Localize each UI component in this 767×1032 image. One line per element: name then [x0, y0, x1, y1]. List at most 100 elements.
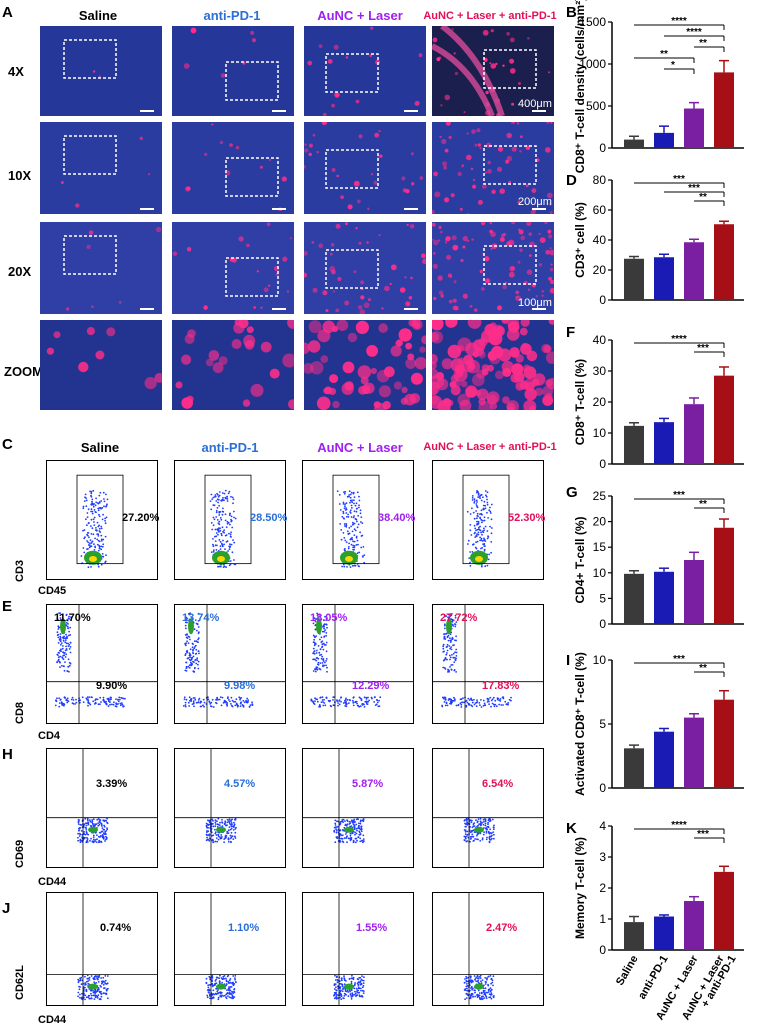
chart-b-ytick-label-3: 1500 — [579, 15, 606, 29]
panel-label-e: E — [2, 598, 13, 615]
facs-c-ylabel: CD3 — [14, 559, 26, 582]
chart-g-sig-label-1: ** — [699, 499, 707, 510]
facs-h-pct-0: 3.39% — [96, 778, 128, 790]
chart-g-ytick-label-5: 25 — [593, 489, 607, 503]
facs-plot-e-1 — [174, 604, 286, 724]
chart-k-xtick-label-3-line2: + anti-PD-1 — [699, 954, 738, 1010]
panel-label-i: I — [566, 652, 571, 669]
facs-plot-e-2 — [302, 604, 414, 724]
panel-label-j: J — [2, 900, 11, 917]
micrograph-1-2 — [304, 122, 426, 214]
chart-k-sig-label-1: *** — [697, 829, 709, 840]
chart-d-sig-label-2: ** — [699, 192, 707, 203]
chart-f-bar-0 — [624, 425, 644, 464]
panel-label-k: K — [566, 820, 577, 837]
facs-e-upper-pct-1: 13.74% — [182, 612, 220, 624]
c-group-title-aunc-laser: AuNC + Laser — [317, 440, 403, 455]
facs-c-pct-3: 52.30% — [508, 512, 546, 524]
a-group-title-aunc-laser: AuNC + Laser — [317, 8, 403, 23]
chart-b-ytick-label-0: 0 — [599, 141, 606, 155]
micrograph-1-3 — [432, 122, 554, 214]
chart-d-bar-2 — [684, 242, 704, 300]
facs-plot-e-3 — [432, 604, 544, 724]
chart-g-ytick-label-3: 15 — [593, 540, 607, 554]
chart-k-ytick-label-4: 4 — [599, 819, 606, 833]
chart-f-bar-1 — [654, 422, 674, 464]
chart-b-sig-label-4: * — [671, 60, 675, 71]
facs-h-pct-1: 4.57% — [224, 778, 256, 790]
chart-g-ytick-label-0: 0 — [599, 617, 606, 631]
facs-e-lower-pct-0: 9.90% — [96, 680, 128, 692]
facs-j-pct-0: 0.74% — [100, 922, 132, 934]
facs-plot-h-2 — [302, 748, 414, 868]
micrograph-2-3 — [432, 222, 554, 314]
chart-k-ylabel: Memory T-cell (%) — [573, 837, 587, 939]
micrograph-2-0 — [40, 222, 162, 314]
chart-f-sig-label-0: **** — [671, 334, 687, 345]
chart-d-sig-label-0: *** — [673, 174, 685, 185]
chart-k-ytick-label-0: 0 — [599, 943, 606, 957]
facs-h-pct-2: 5.87% — [352, 778, 384, 790]
chart-k-bar-3 — [714, 871, 734, 950]
chart-i-bar-0 — [624, 748, 644, 788]
micrograph-2-2 — [304, 222, 426, 314]
facs-j-xlabel: CD44 — [38, 1014, 67, 1026]
facs-e-xlabel: CD4 — [38, 730, 61, 742]
chart-g-ylabel: CD4+ T-cell (%) — [573, 516, 587, 603]
chart-g-ytick-label-4: 20 — [593, 515, 607, 529]
chart-g-bar-0 — [624, 573, 644, 624]
chart-b-sig-label-3: ** — [660, 49, 668, 60]
facs-c-pct-2: 38.40% — [378, 512, 416, 524]
chart-b-bar-3 — [714, 72, 734, 148]
chart-b-sig-label-2: ** — [699, 38, 707, 49]
chart-f-bar-3 — [714, 375, 734, 464]
panel-label-d: D — [566, 172, 577, 189]
facs-plot-c-3 — [432, 460, 544, 580]
facs-plot-c-2 — [302, 460, 414, 580]
panel-label-g: G — [566, 484, 578, 501]
c-group-title-combo: AuNC + Laser + anti-PD-1 — [423, 441, 557, 453]
chart-f-sig-label-1: *** — [697, 343, 709, 354]
chart-b-ylabel: CD8⁺ T-cell density (cells/mm²) — [573, 0, 587, 173]
facs-j-pct-1: 1.10% — [228, 922, 260, 934]
micrograph-0-3 — [432, 26, 554, 116]
micrograph-0-1 — [172, 26, 294, 116]
chart-g-bar-1 — [654, 571, 674, 624]
chart-d-bar-3 — [714, 224, 734, 300]
chart-f-ytick-label-4: 40 — [593, 333, 607, 347]
a-group-title-anti-pd1: anti-PD-1 — [203, 8, 261, 23]
facs-e-upper-pct-0: 11.70% — [54, 612, 91, 624]
facs-plot-j-1 — [174, 892, 286, 1006]
chart-d-ylabel: CD3⁺ cell (%) — [573, 202, 587, 278]
chart-f-ytick-label-0: 0 — [599, 457, 606, 471]
chart-i-sig-label-0: *** — [673, 654, 685, 665]
panel-label-h: H — [2, 746, 13, 763]
chart-d-bar-1 — [654, 257, 674, 300]
chart-k-bar-1 — [654, 916, 674, 950]
micro-row-label-20x: 20X — [8, 264, 32, 279]
chart-k-bar-0 — [624, 922, 644, 950]
facs-c-pct-0: 27.20% — [122, 512, 160, 524]
chart-k-xtick-label-1: anti-PD-1 — [636, 954, 671, 1002]
facs-j-ylabel: CD62L — [14, 965, 26, 1000]
micrograph-3-1 — [172, 320, 294, 410]
facs-plot-h-0 — [46, 748, 158, 868]
facs-e-lower-pct-3: 17.83% — [482, 680, 520, 692]
chart-k-sig-label-0: **** — [671, 820, 687, 831]
chart-b-sig-label-0: **** — [671, 16, 687, 27]
chart-g-ytick-label-2: 10 — [593, 566, 607, 580]
chart-g-sig-label-0: *** — [673, 490, 685, 501]
micrograph-3-3 — [432, 320, 554, 410]
chart-f-ylabel: CD8⁺ T-cell (%) — [573, 359, 587, 445]
chart-i-bar-1 — [654, 731, 674, 788]
chart-b-ytick-label-2: 1000 — [579, 57, 606, 71]
chart-i-ytick-label-1: 5 — [599, 717, 606, 731]
micrograph-1-1 — [172, 122, 294, 214]
facs-plot-h-3 — [432, 748, 544, 868]
micrograph-0-2 — [304, 26, 426, 116]
facs-j-pct-2: 1.55% — [356, 922, 388, 934]
facs-j-pct-3: 2.47% — [486, 922, 518, 934]
panel-label-c: C — [2, 436, 13, 453]
chart-i-ytick-label-2: 10 — [593, 653, 607, 667]
chart-f-ytick-label-1: 10 — [593, 426, 607, 440]
